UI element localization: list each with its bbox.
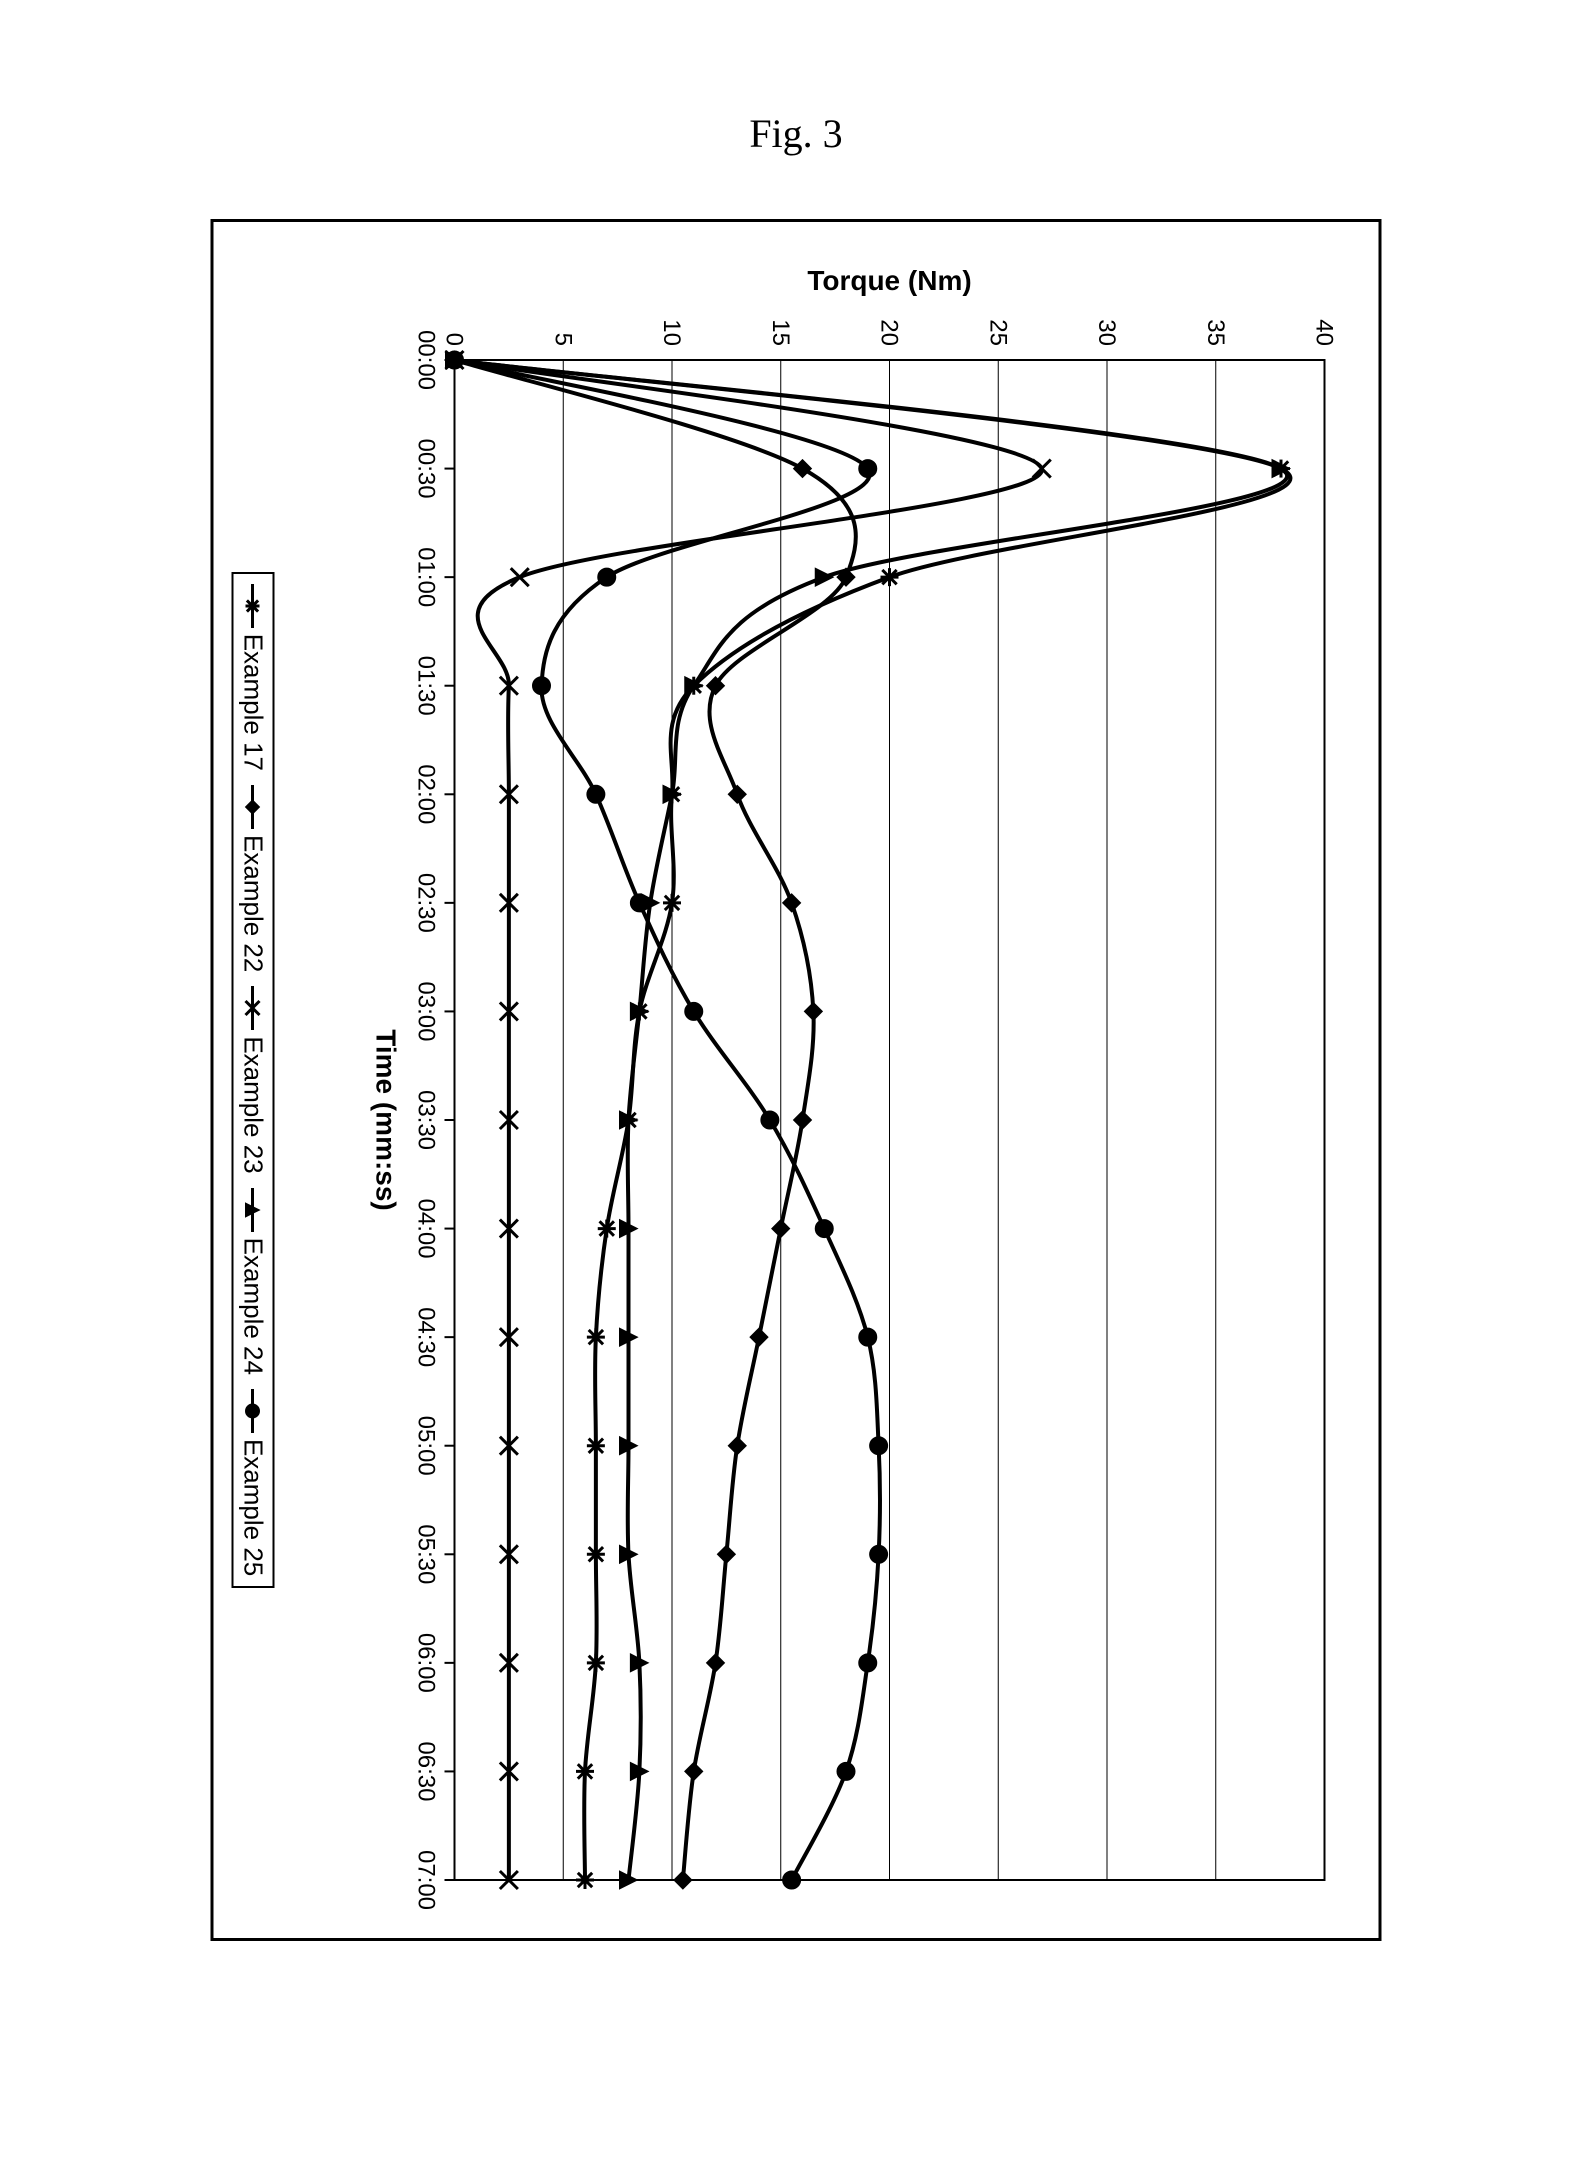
x-tick-label: 01:00	[413, 547, 440, 607]
y-tick-label: 15	[767, 319, 794, 346]
asterisk-icon	[243, 584, 263, 628]
x-tick-label: 03:00	[413, 981, 440, 1041]
y-tick-label: 40	[1311, 319, 1338, 346]
y-tick-label: 25	[984, 319, 1011, 346]
legend-label: Example 25	[238, 1439, 269, 1576]
circle-icon	[243, 1389, 263, 1433]
chart-legend: Example 17 Example 22 Example 23 Example 24…	[232, 572, 275, 1589]
x-tick-label: 05:30	[413, 1524, 440, 1584]
x-icon	[243, 986, 263, 1030]
legend-item: Example 25	[238, 1389, 269, 1576]
y-tick-label: 20	[876, 319, 903, 346]
x-axis-label: Time (mm:ss)	[371, 1029, 402, 1211]
legend-label: Example 23	[238, 1036, 269, 1173]
legend-item: Example 23	[238, 986, 269, 1173]
y-tick-label: 10	[658, 319, 685, 346]
legend-item: Example 22	[238, 785, 269, 972]
x-tick-label: 05:00	[413, 1416, 440, 1476]
x-tick-label: 06:00	[413, 1633, 440, 1693]
legend-label: Example 22	[238, 835, 269, 972]
x-tick-label: 00:30	[413, 439, 440, 499]
x-tick-label: 02:00	[413, 764, 440, 824]
y-axis-label: Torque (Nm)	[807, 265, 971, 296]
chart-outer-frame: 0 5 10 15 20 25 30 35 40 00:00 00:30 01:00 01:30 02:0…	[211, 219, 1382, 1941]
legend-item: Example 17	[238, 584, 269, 771]
y-tick-label: 0	[441, 333, 468, 346]
y-tick-label: 35	[1202, 319, 1229, 346]
x-tick-label: 04:00	[413, 1199, 440, 1259]
x-tick-label: 04:30	[413, 1307, 440, 1367]
y-tick-label: 5	[549, 333, 576, 346]
torque-time-line-chart: 0 5 10 15 20 25 30 35 40 00:00 00:30 01:00 01:30 02:0…	[285, 240, 1355, 1920]
x-tick-label: 07:00	[413, 1850, 440, 1910]
x-tick-label: 00:00	[413, 330, 440, 390]
chart-rotated-container: 0 5 10 15 20 25 30 35 40 00:00 00:30 01:00 01:30 02:0…	[211, 219, 1382, 1941]
legend-item: Example 24	[238, 1188, 269, 1375]
x-tick-label: 06:30	[413, 1741, 440, 1801]
x-tick-label: 03:30	[413, 1090, 440, 1150]
legend-label: Example 17	[238, 634, 269, 771]
x-tick-label: 01:30	[413, 656, 440, 716]
diamond-icon	[243, 785, 263, 829]
y-tick-label: 30	[1093, 319, 1120, 346]
legend-label: Example 24	[238, 1238, 269, 1375]
figure-title: Fig. 3	[0, 110, 1592, 157]
triangle-icon	[243, 1188, 263, 1232]
x-tick-label: 02:30	[413, 873, 440, 933]
page: Fig. 3 0 5 10 15 20 25 30 35 40 00:00 00:30 01:00 01…	[0, 0, 1592, 2160]
